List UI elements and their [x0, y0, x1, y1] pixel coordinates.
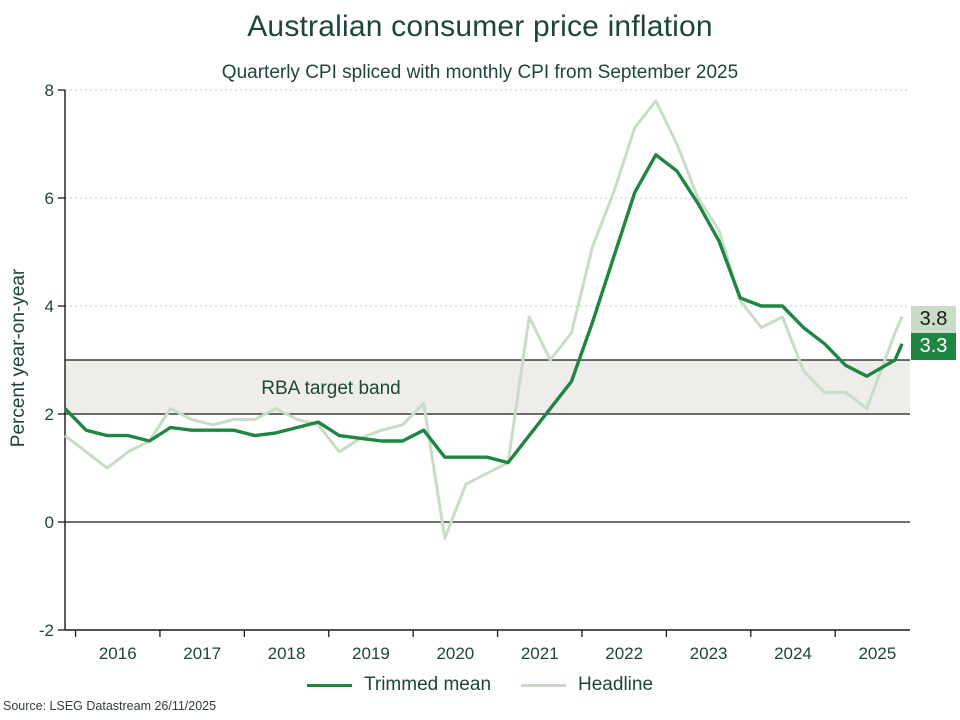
- headline-line-swatch: [521, 683, 567, 687]
- legend-item-trimmed-mean: Trimmed mean: [306, 674, 492, 696]
- chart-title: Australian consumer price inflation: [247, 10, 713, 43]
- trimmed-mean-line: [63, 153, 904, 465]
- x-tick-label: 2021: [521, 644, 559, 663]
- y-tick-label: 2: [45, 405, 54, 424]
- y-axis-title: Percent year-on-year: [8, 268, 29, 447]
- y-tick-label: 8: [45, 81, 54, 100]
- x-tick-label: 2017: [183, 644, 221, 663]
- x-tick-label: 2016: [99, 644, 137, 663]
- legend-label-headline: Headline: [578, 674, 654, 695]
- rba-target-band: [65, 360, 910, 414]
- x-tick-label: 2019: [352, 644, 390, 663]
- x-tick-label: 2025: [858, 644, 896, 663]
- legend: Trimmed mean Headline: [0, 674, 960, 696]
- y-tick-label: 0: [45, 513, 54, 532]
- x-tick-label: 2024: [774, 644, 812, 663]
- headline-end-value-badge: 3.8: [911, 305, 956, 333]
- x-tick-label: 2023: [690, 644, 728, 663]
- x-tick-label: 2018: [268, 644, 306, 663]
- y-tick-label: -2: [39, 621, 54, 640]
- source-attribution: Source: LSEG Datastream 26/11/2025: [3, 699, 217, 713]
- y-tick-label: 6: [45, 189, 54, 208]
- chart-subtitle: Quarterly CPI spliced with monthly CPI f…: [221, 62, 739, 83]
- x-tick-label: 2020: [436, 644, 474, 663]
- legend-item-headline: Headline: [521, 674, 653, 696]
- trimmed-mean-end-value-badge: 3.3: [911, 332, 956, 360]
- x-tick-label: 2022: [605, 644, 643, 663]
- trimmed-mean-line-swatch: [306, 683, 352, 687]
- chart-geometry: 8 6 4 2 0 -2 2016 2017 2018 2019 2020 2021 2022 2023 2…: [39, 81, 910, 663]
- rba-target-band-label: RBA target band: [261, 378, 400, 399]
- y-tick-label: 4: [45, 297, 54, 316]
- headline-line: [64, 99, 904, 540]
- legend-label-trimmed-mean: Trimmed mean: [363, 674, 492, 695]
